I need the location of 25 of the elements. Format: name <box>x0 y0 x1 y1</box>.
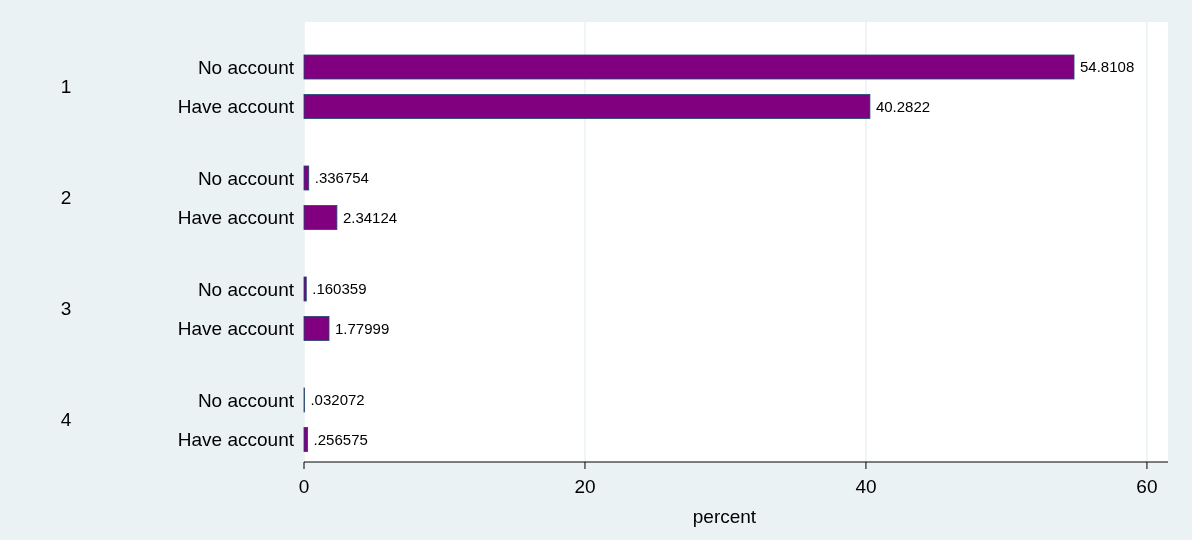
data-label: 1.77999 <box>335 319 390 337</box>
x-tick-label: 60 <box>1136 476 1158 497</box>
text: 3 <box>60 298 72 320</box>
y-tick-label: No account <box>197 56 295 78</box>
x-tick-label: 40 <box>855 476 877 497</box>
y-tick-label: No account <box>197 167 295 189</box>
data-label: .256575 <box>313 430 368 448</box>
data-label: 40.2822 <box>875 97 931 115</box>
y-tick-label: Have account <box>177 96 295 118</box>
y-tick-label: No account <box>197 389 295 411</box>
data-label: .336754 <box>314 169 369 187</box>
text: 1 <box>60 76 72 98</box>
text: 4 <box>60 409 72 431</box>
x-tick-label: 0 <box>298 476 310 497</box>
y-tick-label: Have account <box>177 207 295 229</box>
data-label: .160359 <box>312 280 367 298</box>
y-tick-label: Have account <box>177 318 295 340</box>
text: 2 <box>60 187 72 209</box>
y-tick-label: Have account <box>177 429 295 451</box>
data-label: 54.8108 <box>1080 58 1135 76</box>
data-label: 2.34124 <box>342 208 398 226</box>
x-axis-title: percent <box>692 506 757 527</box>
x-tick-label: 20 <box>574 476 596 497</box>
data-label: .032072 <box>310 391 365 409</box>
y-tick-label: No account <box>197 278 295 300</box>
